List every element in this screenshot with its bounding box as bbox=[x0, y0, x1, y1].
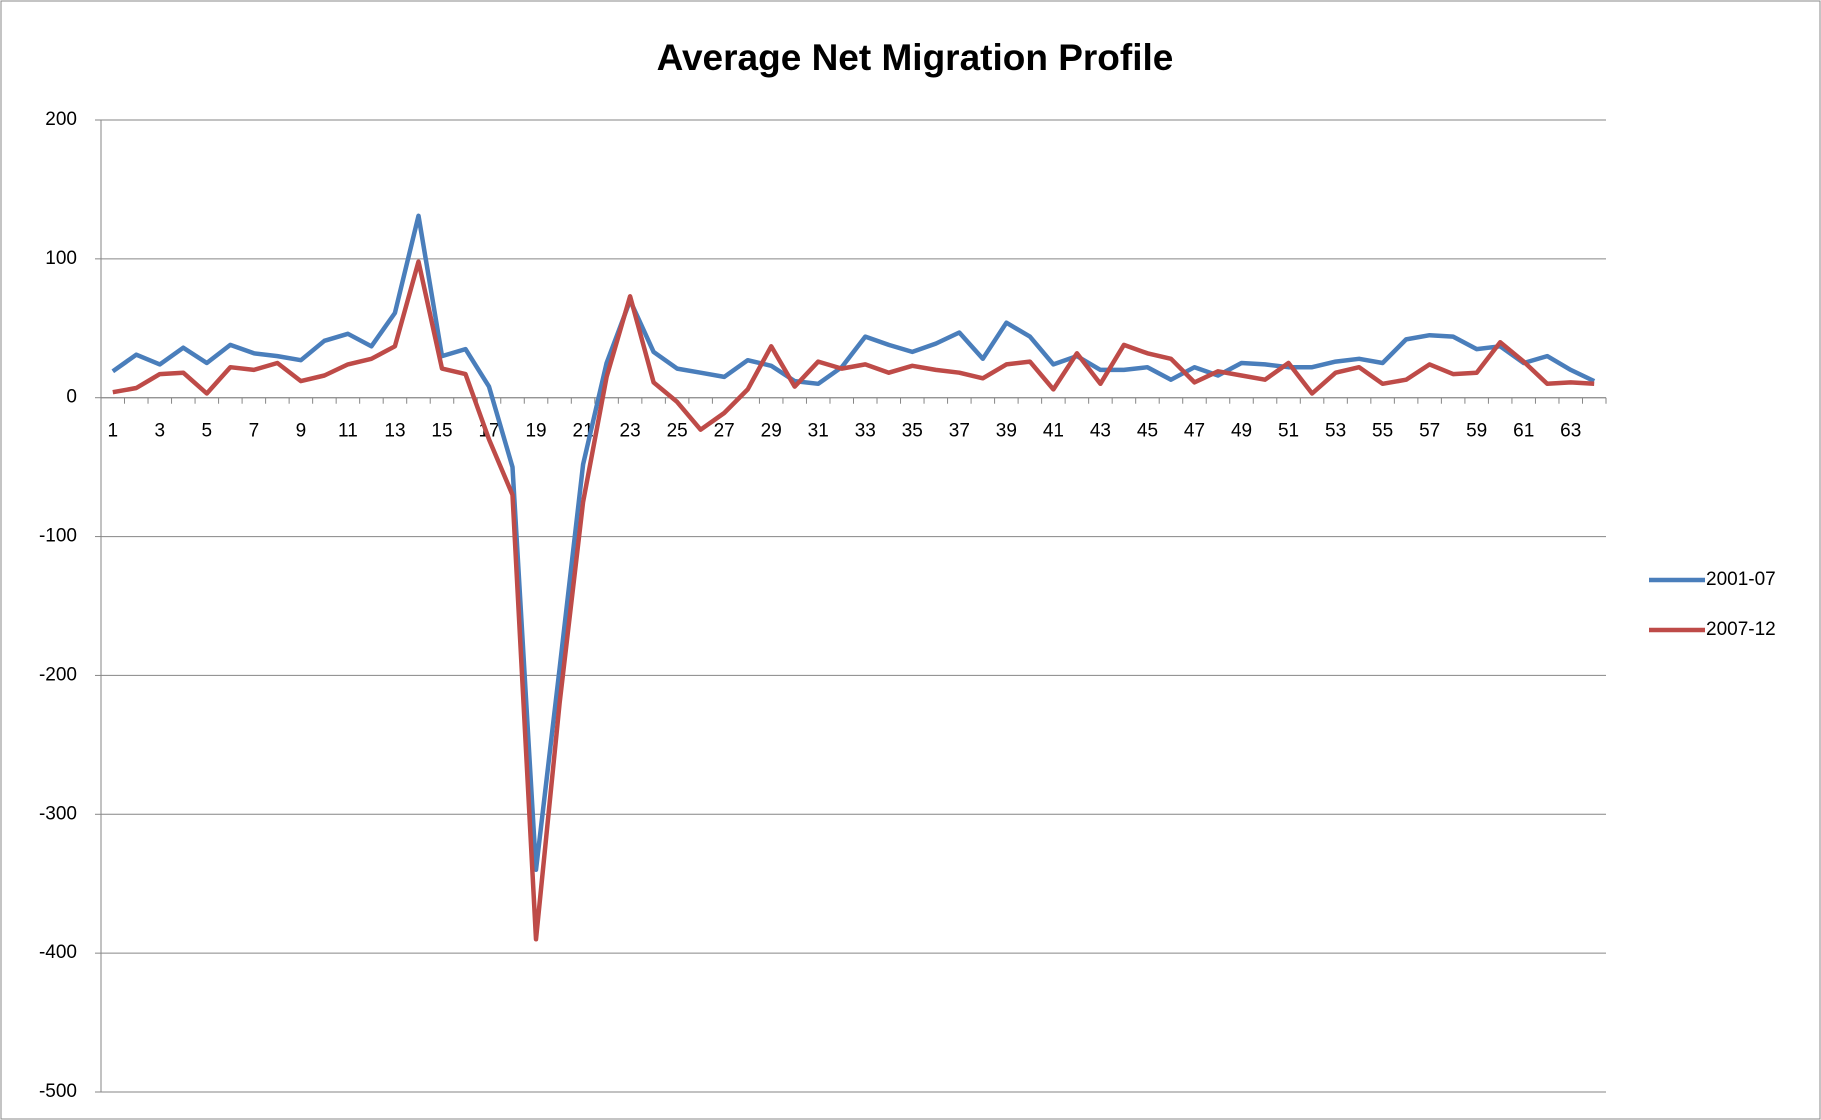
x-tick-label: 61 bbox=[1513, 421, 1534, 442]
x-tick-label: 9 bbox=[296, 421, 307, 442]
x-tick-label: 43 bbox=[1090, 421, 1111, 442]
x-tick-label: 49 bbox=[1231, 421, 1252, 442]
series-line bbox=[112, 259, 1595, 942]
series-line bbox=[111, 213, 1596, 873]
x-tick-label: 37 bbox=[949, 421, 970, 442]
x-tick-label: 3 bbox=[155, 421, 166, 442]
x-tick-label: 27 bbox=[714, 421, 735, 442]
x-tick-label: 31 bbox=[808, 421, 829, 442]
x-tick-label: 29 bbox=[761, 421, 782, 442]
x-tick-label: 25 bbox=[667, 421, 688, 442]
x-tick-label: 45 bbox=[1137, 421, 1158, 442]
y-tick-label: -100 bbox=[39, 526, 77, 547]
y-tick-label: -300 bbox=[39, 803, 77, 824]
y-tick-label: -500 bbox=[39, 1081, 77, 1102]
x-tick-label: 23 bbox=[620, 421, 641, 442]
chart-title: Average Net Migration Profile bbox=[657, 37, 1174, 78]
y-tick-label: -200 bbox=[39, 664, 77, 685]
x-tick-label: 33 bbox=[855, 421, 876, 442]
x-tick-label: 7 bbox=[249, 421, 260, 442]
x-tick-label: 19 bbox=[525, 421, 546, 442]
y-tick-label: 100 bbox=[45, 248, 77, 269]
x-tick-label: 39 bbox=[996, 421, 1017, 442]
x-tick-label: 63 bbox=[1560, 421, 1581, 442]
x-tick-label: 55 bbox=[1372, 421, 1393, 442]
x-tick-label: 11 bbox=[338, 421, 358, 442]
x-tick-label: 15 bbox=[431, 421, 452, 442]
x-tick-label: 1 bbox=[107, 421, 118, 442]
x-tick-label: 13 bbox=[384, 421, 405, 442]
y-tick-label: -400 bbox=[39, 942, 77, 963]
x-tick-label: 57 bbox=[1419, 421, 1440, 442]
x-tick-label: 47 bbox=[1184, 421, 1205, 442]
y-tick-label: 0 bbox=[66, 387, 77, 408]
x-tick-label: 59 bbox=[1466, 421, 1487, 442]
legend-label: 2001-07 bbox=[1706, 569, 1776, 590]
y-tick-label: 200 bbox=[45, 109, 77, 130]
legend-label: 2007-12 bbox=[1706, 619, 1776, 640]
x-tick-label: 5 bbox=[202, 421, 213, 442]
x-tick-label: 51 bbox=[1278, 421, 1299, 442]
x-tick-label: 41 bbox=[1043, 421, 1064, 442]
x-tick-label: 35 bbox=[902, 421, 923, 442]
x-tick-label: 53 bbox=[1325, 421, 1346, 442]
